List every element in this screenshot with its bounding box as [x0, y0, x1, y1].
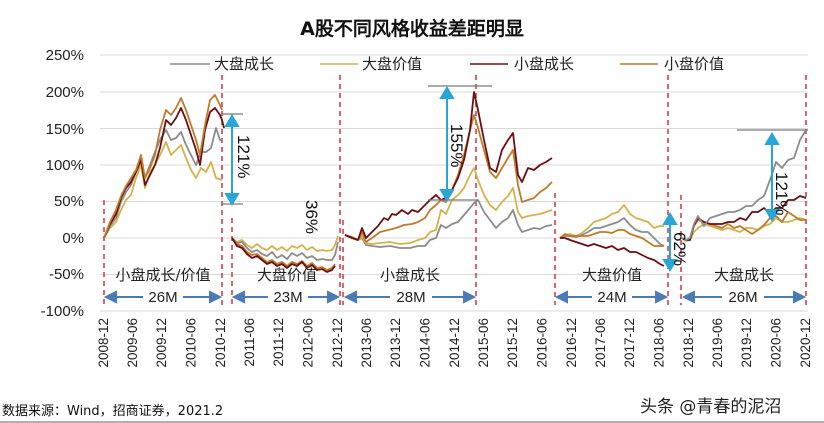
- x-tick: 2012-06: [301, 318, 316, 368]
- period-label: 大盘成长: [714, 266, 774, 284]
- line-large-growth-p4: [559, 217, 665, 247]
- period-label: 小盘成长/价值: [115, 266, 210, 284]
- gap-label-121-p1: 121%: [234, 135, 253, 178]
- y-axis-labels: 250% 200% 150% 100% 50% 0% -50% -100%: [41, 47, 84, 320]
- gap-label-62: 62%: [670, 232, 689, 266]
- legend-label: 小盘价值: [664, 55, 724, 73]
- gap-label-121-p5: 121%: [772, 172, 791, 215]
- y-tick: -50%: [49, 266, 84, 283]
- y-tick: 50%: [54, 193, 84, 210]
- x-tick: 2013-06: [359, 318, 374, 368]
- line-small-growth-p4: [560, 237, 665, 267]
- line-small-growth-p1: [103, 107, 225, 239]
- y-tick: 100%: [46, 157, 84, 174]
- gap-label-36: 36%: [302, 200, 321, 234]
- x-tick: 2010-12: [213, 318, 228, 368]
- x-tick: 2011-12: [271, 318, 286, 367]
- line-small-value-p1: [103, 94, 223, 239]
- line-small-value-p4: [559, 229, 664, 247]
- x-tick: 2014-06: [418, 318, 433, 368]
- watermark: 头条 @青春的泥沼: [640, 397, 782, 417]
- legend-label: 大盘成长: [214, 55, 274, 73]
- line-large-value-p1: [103, 141, 223, 239]
- x-tick: 2019-06: [710, 318, 725, 368]
- gap-label-155: 155%: [447, 124, 466, 167]
- x-tick: 2012-12: [330, 318, 345, 368]
- period-durations: 26M 23M 28M 24M 26M: [148, 289, 757, 306]
- x-tick: 2009-12: [154, 318, 169, 368]
- series-lines: [103, 91, 807, 273]
- x-tick: 2016-06: [535, 318, 550, 368]
- x-tick: 2015-12: [505, 318, 520, 368]
- line-large-growth-p5: [681, 129, 807, 241]
- x-tick: 2008-12: [96, 318, 111, 368]
- period-labels: 小盘成长/价值 大盘价值 小盘成长 大盘价值 大盘成长: [115, 266, 774, 284]
- legend-label: 大盘价值: [362, 55, 422, 73]
- x-tick: 2020-12: [798, 318, 813, 368]
- x-tick: 2009-06: [125, 318, 140, 368]
- period-duration: 26M: [148, 289, 177, 306]
- period-duration: 23M: [273, 289, 302, 306]
- legend-label: 小盘成长: [514, 55, 574, 73]
- period-dividers: [103, 75, 807, 305]
- line-large-growth-p1: [103, 127, 222, 239]
- line-large-value-p2: [231, 235, 339, 252]
- x-axis-labels: 2008-12 2009-06 2009-12 2010-06 2010-12 …: [96, 318, 813, 368]
- gap-arrows: [224, 86, 780, 272]
- legend: 大盘成长 大盘价值 小盘成长 小盘价值: [170, 55, 724, 73]
- x-tick: 2014-12: [447, 318, 462, 368]
- x-tick: 2017-12: [622, 318, 637, 368]
- x-tick: 2015-06: [476, 318, 491, 368]
- line-large-value-p3: [344, 167, 553, 245]
- period-duration: 28M: [396, 289, 425, 306]
- line-large-growth-p3: [344, 199, 553, 249]
- gap-reference-lines: [222, 85, 808, 205]
- gridlines: [100, 54, 808, 312]
- period-label: 大盘价值: [257, 266, 317, 284]
- line-small-value-p2: [231, 237, 336, 271]
- x-tick: 2011-06: [242, 318, 257, 367]
- data-source-note: 数据来源：Wind，招商证券，2021.2: [2, 404, 224, 419]
- period-label: 小盘成长: [380, 266, 440, 284]
- line-large-growth-p2: [231, 237, 339, 261]
- period-duration: 24M: [597, 289, 626, 306]
- period-duration: 26M: [728, 289, 757, 306]
- x-tick: 2018-06: [652, 318, 667, 368]
- y-tick: -100%: [41, 303, 84, 320]
- y-tick: 0%: [62, 230, 84, 247]
- y-tick: 150%: [46, 121, 84, 138]
- chart-title: A股不同风格收益差距明显: [300, 18, 524, 40]
- line-small-growth-p2: [231, 237, 336, 273]
- x-tick: 2013-12: [388, 318, 403, 368]
- line-large-value-p5: [681, 217, 807, 242]
- x-tick: 2018-12: [681, 318, 696, 368]
- y-tick: 250%: [46, 47, 84, 64]
- x-tick: 2010-06: [184, 318, 199, 368]
- y-tick: 200%: [46, 84, 84, 101]
- x-tick: 2017-06: [593, 318, 608, 368]
- gap-labels: 121% 36% 155% 62% 121%: [234, 124, 791, 266]
- period-label: 大盘价值: [582, 266, 642, 284]
- period-duration-arrows: [103, 290, 807, 304]
- x-tick: 2019-12: [739, 318, 754, 368]
- bottom-divider: [0, 421, 824, 423]
- x-tick: 2020-06: [769, 318, 784, 368]
- x-tick: 2016-12: [564, 318, 579, 368]
